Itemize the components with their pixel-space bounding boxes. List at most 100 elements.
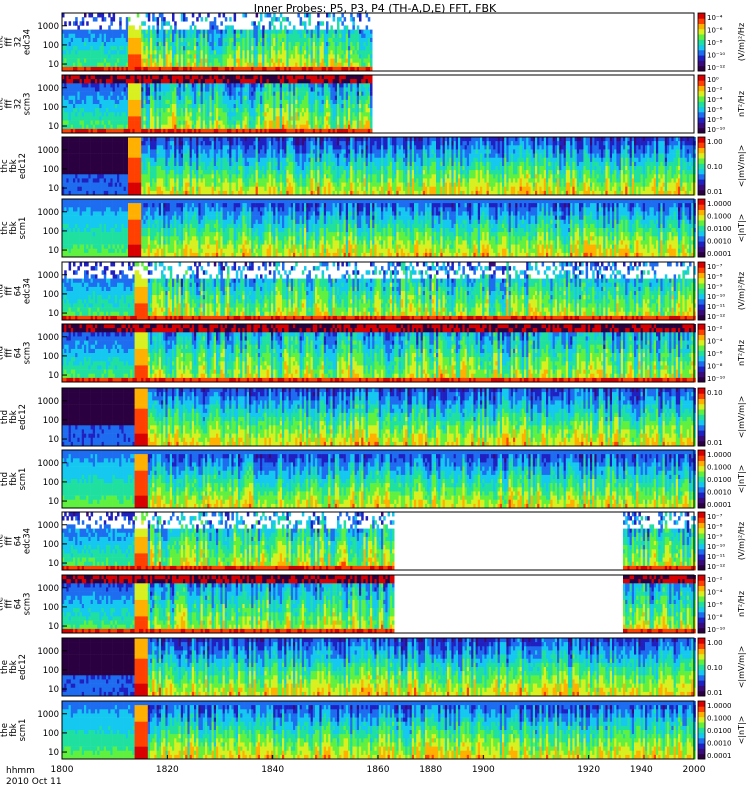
- colorbar-tick-label: 0.0010: [707, 238, 732, 246]
- x-tick-label: 1840: [261, 765, 284, 775]
- colorbar-tick-label: 0.0010: [707, 489, 732, 497]
- panel-stack: 1000 100 10 thc fff 32 edc34 10⁻⁴ 10⁻⁶ 10⁻⁸ 10⁻¹⁰ 1…: [0, 13, 746, 760]
- colorbar-label: (V/m)²/Hz: [737, 23, 746, 61]
- colorbar-label: nT²/Hz: [737, 340, 746, 366]
- panel-label: the fff 64 scm3: [0, 593, 33, 616]
- panel-label-line: edc34: [23, 29, 33, 55]
- colorbar-tick-label: 10⁻¹¹: [707, 303, 725, 311]
- time-axis: hhmm 2010 Oct 11 1800 1820 1840 1860 1900 192…: [6, 755, 706, 787]
- y-tick-label: 100: [43, 165, 59, 175]
- y-tick-label: 1000: [37, 208, 59, 218]
- heatmap-cells: [62, 638, 696, 696]
- colorbar-tick-label: 0.0010: [707, 740, 732, 748]
- y-tick-label: 1000: [37, 397, 59, 407]
- y-tick-label: 10: [48, 435, 59, 445]
- y-tick-label: 100: [43, 603, 59, 613]
- colorbar-tick-label: 0.1000: [707, 715, 732, 723]
- panel-label-line: scm1: [18, 468, 28, 491]
- time-label: hhmm: [6, 766, 35, 776]
- colorbar-tick-label: 10⁻⁸: [707, 273, 723, 281]
- spectrogram-figure: Inner Probes: P5, P3, P4 (TH-A,D,E) FFT,…: [0, 0, 750, 800]
- panel-label-line: edc12: [18, 654, 28, 680]
- y-tick-label: 10: [48, 559, 59, 569]
- panel-label: the fff 64 edc34: [0, 528, 33, 554]
- colorbar-tick-label: 10⁻¹⁰: [707, 375, 725, 383]
- y-tick-label: 10: [48, 748, 59, 758]
- colorbar-tick-label: 10⁻⁷: [707, 513, 723, 521]
- x-tick-label: 1860: [367, 765, 390, 775]
- colorbar-tick-label: 0.1000: [707, 464, 732, 472]
- y-tick-label: 10: [48, 60, 59, 70]
- colorbar-tick-label: 10⁻⁹: [707, 283, 723, 291]
- y-tick-label: 10: [48, 309, 59, 319]
- colorbar-tick-label: 10⁻⁸: [707, 523, 723, 531]
- y-tick-label: 10: [48, 497, 59, 507]
- colorbar-tick-label: 10⁻¹⁰: [707, 543, 725, 551]
- colorbar-tick-label: 10⁻⁶: [707, 601, 723, 609]
- heatmap-cells: [62, 450, 696, 508]
- colorbar-tick-label: 0.1000: [707, 213, 732, 221]
- colorbar-label: <|nT|>: [737, 716, 746, 745]
- y-tick-label: 1000: [37, 647, 59, 657]
- colorbar: 1.000.100.01<|mV/m|>: [698, 137, 746, 196]
- y-tick-label: 10: [48, 622, 59, 632]
- panel-label-line: scm3: [23, 93, 33, 116]
- heatmap-cells: [62, 388, 696, 446]
- x-tick-label: 1800: [51, 765, 74, 775]
- colorbar-tick-label: 0.0001: [707, 250, 732, 258]
- y-tick-label: 1000: [37, 584, 59, 594]
- y-tick-label: 100: [43, 41, 59, 51]
- colorbar-tick-label: 1.0000: [707, 702, 732, 710]
- panel-label-line: edc12: [18, 153, 28, 179]
- colorbar-tick-label: 0.0100: [707, 225, 732, 233]
- panel-label: thc fff 32 scm3: [0, 93, 33, 116]
- colorbar-label: <|mV/m|>: [737, 145, 746, 188]
- colorbar-tick-label: 1.00: [707, 639, 723, 647]
- colorbar-tick-label: 10⁻²: [707, 576, 723, 584]
- panel-label-line: scm3: [23, 342, 33, 365]
- y-tick-label: 100: [43, 290, 59, 300]
- colorbar-label: <|nT|>: [737, 214, 746, 243]
- colorbar-tick-label: 10⁻⁸: [707, 39, 723, 47]
- panel-label-line: scm3: [23, 593, 33, 616]
- colorbar-tick-label: 0.0001: [707, 501, 732, 509]
- colorbar-tick-label: 10⁻⁴: [707, 14, 723, 22]
- colorbar-tick-label: 1.0000: [707, 200, 732, 208]
- panel-label-line: edc34: [23, 278, 33, 304]
- colorbar-label: (V/m)²/Hz: [737, 522, 746, 560]
- colorbar-label: (V/m)²/Hz: [737, 272, 746, 310]
- colorbar-tick-label: 10⁻⁷: [707, 263, 723, 271]
- colorbar-tick-label: 0.10: [707, 389, 723, 397]
- panel-label: thc fbk scm1: [0, 217, 28, 240]
- colorbar-tick-label: 10⁻⁸: [707, 116, 723, 124]
- colorbar-tick-label: 10⁻¹⁰: [707, 52, 725, 60]
- heatmap-cells: [62, 324, 696, 382]
- panel-label-line: edc34: [23, 528, 33, 554]
- date-label: 2010 Oct 11: [6, 777, 62, 787]
- colorbar-tick-label: 10⁻⁴: [707, 96, 723, 104]
- y-tick-label: 1000: [37, 459, 59, 469]
- panel-label: thc fff 32 edc34: [0, 29, 33, 55]
- colorbar-tick-label: 10⁻¹⁰: [707, 626, 725, 634]
- panel-label: thd fff 64 scm3: [0, 342, 33, 365]
- panel-label-line: scm1: [18, 217, 28, 240]
- colorbar-tick-label: 0.0001: [707, 752, 732, 760]
- colorbar: 1.000.100.01<|mV/m|>: [698, 638, 746, 697]
- colorbar-tick-label: 10⁻²: [707, 86, 723, 94]
- y-tick-label: 100: [43, 352, 59, 362]
- colorbar-tick-label: 10⁻⁸: [707, 363, 723, 371]
- colorbar-tick-label: 0.01: [707, 689, 723, 697]
- colorbar-tick-label: 10⁻⁸: [707, 614, 723, 622]
